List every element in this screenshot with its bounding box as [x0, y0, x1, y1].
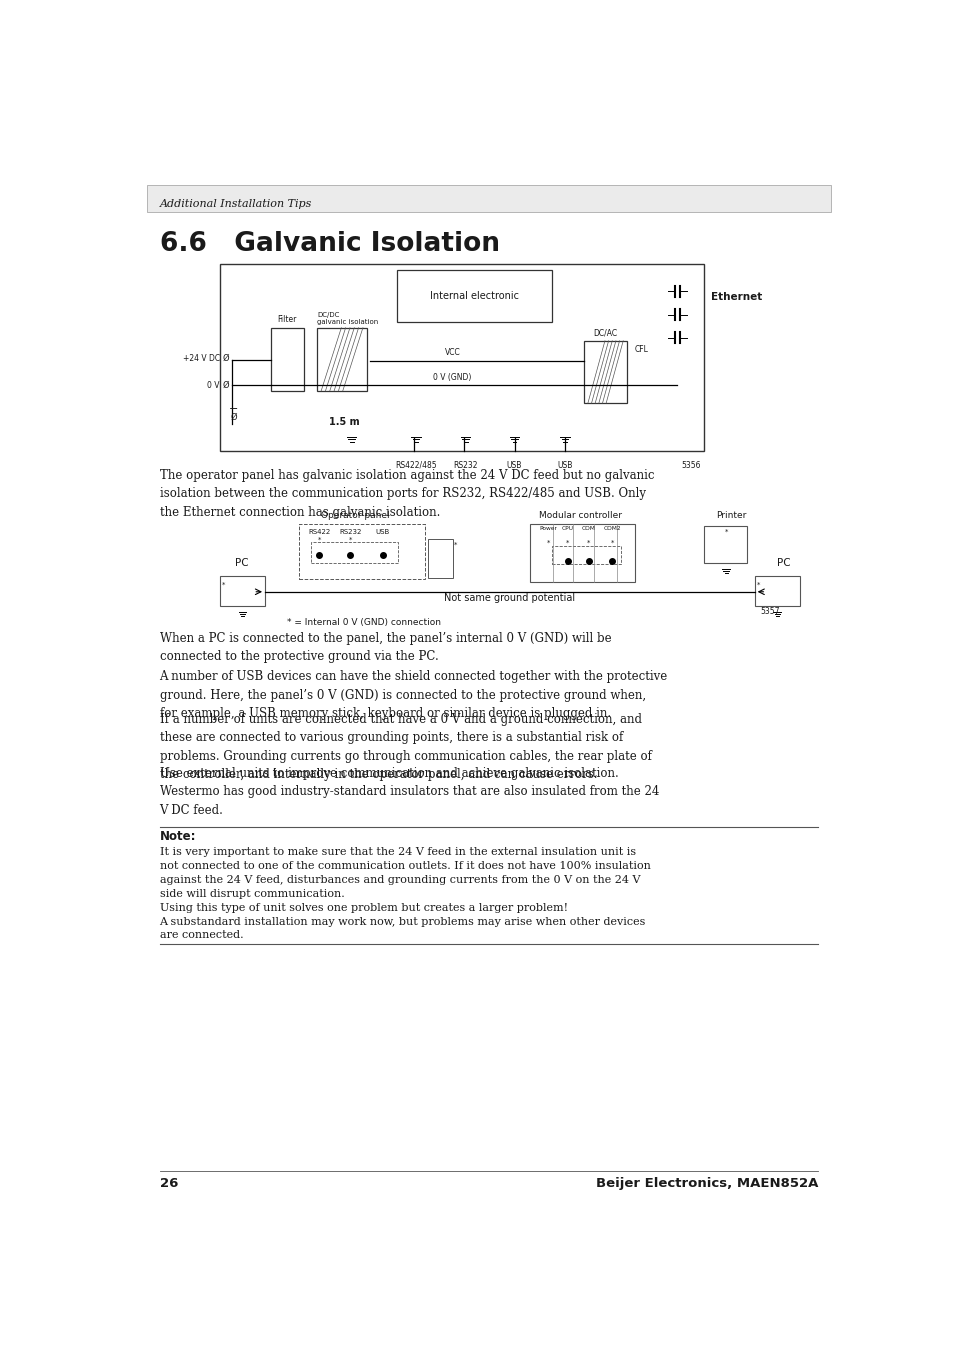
Text: COM: COM — [581, 527, 596, 531]
Text: 5357: 5357 — [760, 607, 779, 616]
Bar — [703, 526, 746, 562]
Text: Filter: Filter — [277, 315, 296, 324]
Text: Operator panel: Operator panel — [321, 511, 390, 520]
Bar — [530, 524, 634, 582]
Text: RS422/485: RS422/485 — [395, 461, 436, 470]
Text: 1.5 m: 1.5 m — [329, 417, 359, 427]
Text: Power: Power — [539, 527, 557, 531]
Text: *: * — [317, 538, 320, 543]
Text: 0 V (GND): 0 V (GND) — [433, 373, 471, 381]
Text: Printer: Printer — [716, 511, 746, 520]
Bar — [396, 270, 551, 323]
Text: Note:: Note: — [159, 831, 196, 843]
Bar — [583, 340, 626, 403]
Bar — [316, 328, 367, 390]
Text: RS232: RS232 — [453, 461, 477, 470]
Text: Ø: Ø — [222, 381, 229, 390]
Text: If a number of units are connected that have a 0 V and a ground connection, and
: If a number of units are connected that … — [159, 713, 651, 781]
Text: COM2: COM2 — [602, 527, 620, 531]
Text: VCC: VCC — [444, 349, 460, 357]
Text: Ethernet: Ethernet — [710, 292, 761, 301]
Text: Beijer Electronics, MAEN852A: Beijer Electronics, MAEN852A — [596, 1177, 818, 1190]
Text: A number of USB devices can have the shield connected together with the protecti: A number of USB devices can have the shi… — [159, 670, 667, 720]
Text: * = Internal 0 V (GND) connection: * = Internal 0 V (GND) connection — [287, 617, 440, 627]
Text: USB: USB — [375, 530, 390, 535]
Text: USB: USB — [557, 461, 572, 470]
Text: 0 V: 0 V — [208, 381, 220, 390]
Text: 5356: 5356 — [680, 461, 700, 470]
Bar — [551, 546, 620, 565]
Bar — [147, 185, 830, 212]
Text: *: * — [222, 582, 226, 588]
Bar — [754, 576, 799, 605]
Text: Additional Installation Tips: Additional Installation Tips — [159, 200, 312, 209]
Bar — [271, 328, 303, 390]
Text: 26: 26 — [159, 1177, 178, 1190]
Text: USB: USB — [506, 461, 521, 470]
Text: *: * — [566, 539, 569, 546]
Text: *: * — [546, 539, 550, 546]
Text: Modular controller: Modular controller — [538, 511, 621, 520]
Text: *: * — [723, 528, 727, 535]
Text: Not same ground potential: Not same ground potential — [444, 593, 575, 604]
Text: −: − — [229, 404, 238, 413]
Text: Ø: Ø — [231, 413, 237, 423]
Text: PC: PC — [234, 558, 248, 567]
Text: DC/AC: DC/AC — [593, 328, 617, 338]
Text: RS422: RS422 — [308, 530, 330, 535]
Bar — [220, 263, 703, 451]
Text: *: * — [610, 539, 613, 546]
Bar — [311, 542, 397, 562]
Text: CFL: CFL — [634, 346, 648, 354]
Bar — [220, 576, 265, 605]
Bar — [298, 524, 424, 580]
Text: *: * — [348, 538, 352, 543]
Text: PC: PC — [776, 558, 789, 567]
Text: Internal electronic: Internal electronic — [429, 290, 518, 301]
Bar — [427, 539, 452, 578]
Text: Ø: Ø — [222, 354, 229, 363]
Text: DC/DC
galvanic isolation: DC/DC galvanic isolation — [316, 312, 377, 324]
Text: The operator panel has galvanic isolation against the 24 V DC feed but no galvan: The operator panel has galvanic isolatio… — [159, 469, 654, 519]
Text: Use external units to improve communication and achieve galvanic isolation.
West: Use external units to improve communicat… — [159, 766, 659, 816]
Text: CPU: CPU — [561, 527, 574, 531]
Text: RS232: RS232 — [338, 530, 361, 535]
Text: It is very important to make sure that the 24 V feed in the external insulation : It is very important to make sure that t… — [159, 847, 650, 940]
Text: When a PC is connected to the panel, the panel’s internal 0 V (GND) will be
conn: When a PC is connected to the panel, the… — [159, 632, 611, 663]
Text: *: * — [587, 539, 590, 546]
Text: +24 V DC: +24 V DC — [183, 354, 220, 363]
Text: *: * — [757, 582, 760, 588]
Text: *: * — [454, 542, 456, 547]
Text: 6.6   Galvanic Isolation: 6.6 Galvanic Isolation — [159, 231, 499, 258]
